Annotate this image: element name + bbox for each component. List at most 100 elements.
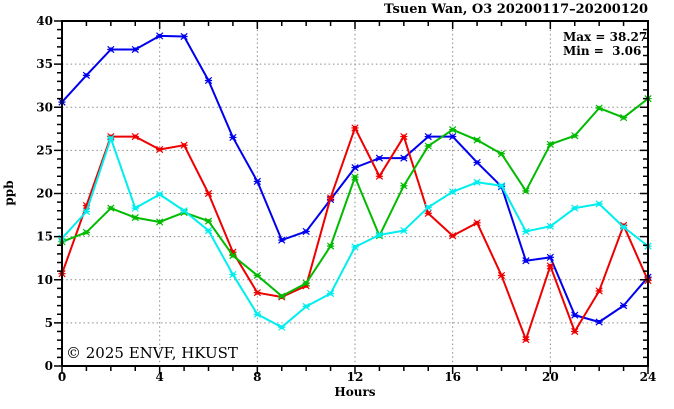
data-point-marker: [278, 292, 286, 300]
data-point-marker: [546, 253, 554, 261]
watermark: © 2025 ENVF, HKUST: [66, 344, 238, 362]
data-point-marker: [180, 207, 188, 215]
data-point-marker: [302, 279, 310, 287]
data-point-marker: [180, 32, 188, 41]
x-tick-label: 0: [58, 370, 66, 384]
data-point-marker: [449, 126, 457, 134]
data-point-marker: [449, 232, 457, 240]
data-point-marker: [131, 214, 139, 222]
data-point-marker: [400, 154, 408, 162]
min-value-label: Min = 3.06: [563, 44, 641, 58]
y-tick-label: 10: [36, 273, 53, 287]
data-point-marker: [156, 32, 164, 40]
axes-layer: 0 4 8 12 16 20 24 0 5 10 15 20 25 30 35 40: [36, 14, 656, 384]
data-point-marker: [326, 289, 335, 298]
data-point-marker: [424, 132, 432, 141]
data-point-marker: [375, 231, 384, 239]
data-point-marker: [449, 188, 457, 196]
data-point-marker: [473, 158, 481, 167]
data-point-marker: [497, 271, 506, 280]
data-point-marker: [400, 226, 408, 235]
y-tick-label: 30: [36, 100, 53, 114]
data-point-marker: [180, 141, 188, 149]
data-point-marker: [595, 200, 603, 208]
data-point-marker: [131, 132, 139, 141]
chart-title: Tsuen Wan, O3 20200117–20200120: [384, 2, 648, 17]
data-point-marker: [424, 209, 432, 217]
y-tick-label: 5: [45, 316, 53, 330]
data-point-marker: [571, 327, 579, 336]
data-point-marker: [571, 204, 579, 212]
data-point-marker: [131, 204, 139, 212]
y-axis-label: ppb: [2, 180, 16, 205]
y-tick-label: 25: [36, 143, 53, 157]
data-point-marker: [204, 189, 213, 198]
y-tick-label: 40: [36, 14, 53, 28]
data-point-marker: [497, 150, 506, 158]
data-point-marker: [278, 236, 286, 244]
data-point-marker: [82, 71, 91, 79]
data-point-marker: [229, 251, 237, 260]
data-point-marker: [253, 310, 261, 318]
data-point-marker: [156, 145, 164, 154]
x-tick-label: 16: [444, 370, 461, 384]
data-point-marker: [131, 45, 139, 54]
data-point-marker: [619, 302, 628, 310]
data-point-marker: [156, 190, 164, 198]
data-point-marker: [107, 134, 115, 142]
y-tick-label: 35: [36, 57, 53, 71]
data-point-marker: [204, 217, 213, 225]
y-tick-label: 0: [45, 359, 53, 373]
data-point-marker: [546, 262, 554, 270]
x-tick-label: 4: [155, 370, 163, 384]
data-point-marker: [571, 132, 579, 140]
data-point-marker: [82, 207, 91, 216]
data-point-marker: [302, 227, 310, 236]
x-tick-label: 20: [542, 370, 559, 384]
data-point-marker: [400, 132, 408, 141]
data-point-marker: [571, 311, 579, 319]
data-point-marker: [253, 289, 261, 297]
data-point-marker: [278, 323, 286, 331]
data-point-marker: [497, 182, 506, 190]
data-point-marker: [595, 287, 603, 295]
data-point-marker: [156, 218, 164, 226]
data-point-marker: [375, 172, 384, 180]
data-point-marker: [619, 223, 628, 231]
data-point-marker: [473, 136, 481, 144]
plot-border: [61, 20, 649, 367]
data-point-marker: [351, 124, 359, 132]
data-point-marker: [424, 142, 432, 150]
data-point-marker: [546, 222, 554, 230]
data-point-marker: [82, 228, 91, 236]
data-point-marker: [595, 318, 603, 326]
y-tick-label: 20: [36, 187, 53, 201]
data-point-marker: [522, 187, 530, 195]
series-layer: [58, 32, 652, 344]
data-point-marker: [107, 204, 115, 212]
data-point-marker: [351, 173, 359, 181]
data-point-marker: [522, 335, 530, 344]
data-point-marker: [619, 113, 628, 122]
data-point-marker: [302, 302, 310, 311]
data-point-marker: [449, 132, 457, 141]
data-point-marker: [595, 104, 603, 112]
data-point-marker: [473, 178, 481, 186]
data-point-marker: [326, 194, 335, 202]
data-point-marker: [522, 257, 530, 265]
data-point-marker: [351, 243, 359, 251]
series-line-green: [58, 95, 652, 300]
data-point-marker: [229, 133, 237, 142]
data-point-marker: [229, 270, 237, 279]
y-tick-label: 15: [36, 230, 53, 244]
data-point-marker: [107, 45, 115, 54]
data-point-marker: [375, 154, 384, 162]
series-line-cyan: [58, 134, 652, 331]
data-point-marker: [204, 226, 213, 235]
data-point-marker: [253, 271, 261, 280]
x-tick-label: 8: [253, 370, 261, 384]
data-point-marker: [253, 177, 261, 186]
